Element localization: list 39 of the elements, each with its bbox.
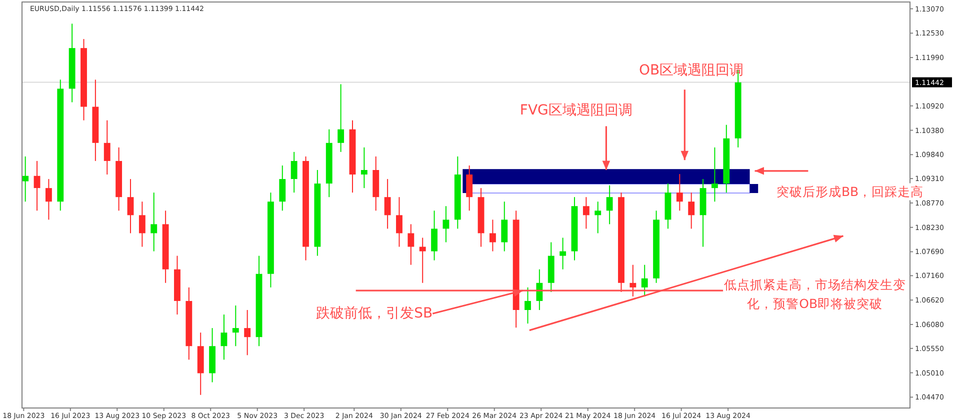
annotation: FVG区域遇阻回调 bbox=[520, 102, 632, 118]
candlestick bbox=[104, 120, 110, 176]
candlestick bbox=[408, 224, 414, 266]
candlestick bbox=[501, 201, 508, 252]
candlestick bbox=[244, 310, 251, 356]
candlestick bbox=[127, 178, 134, 234]
candlestick bbox=[582, 196, 590, 230]
candlestick bbox=[711, 146, 718, 202]
candlestick bbox=[220, 314, 228, 360]
candlestick bbox=[466, 164, 473, 212]
candlestick bbox=[232, 304, 239, 347]
annotation: OB区域遇阻回调 bbox=[639, 62, 744, 79]
candlestick bbox=[290, 151, 298, 194]
candlestick bbox=[489, 219, 496, 252]
candlestick bbox=[594, 201, 602, 234]
annotation: 低点抓紧走高，市场结构发生变化，预警OB即将被突破 bbox=[724, 276, 906, 311]
candlestick bbox=[360, 146, 368, 189]
candlestick bbox=[279, 164, 286, 212]
candlestick bbox=[138, 201, 146, 248]
candlestick bbox=[45, 178, 52, 220]
candlestick bbox=[396, 196, 402, 248]
candlestick bbox=[419, 237, 426, 284]
candlestick bbox=[524, 286, 531, 324]
candlestick bbox=[688, 192, 695, 230]
candlestick bbox=[630, 264, 636, 297]
candlestick bbox=[22, 156, 29, 202]
annotation: 跌破前低，引发SB bbox=[316, 306, 433, 322]
candlestick bbox=[431, 210, 438, 261]
candlestick bbox=[442, 206, 450, 243]
candlestick bbox=[150, 192, 158, 252]
candlestick bbox=[676, 174, 683, 212]
candlestick bbox=[606, 184, 613, 225]
candlestick bbox=[641, 264, 648, 297]
candlestick bbox=[560, 237, 566, 270]
annotation: 突破后形成BB，回踩走高 bbox=[776, 184, 924, 200]
candlestick bbox=[34, 160, 40, 212]
candlestick bbox=[384, 178, 391, 230]
candlestick bbox=[536, 268, 543, 310]
candlestick bbox=[338, 84, 344, 152]
